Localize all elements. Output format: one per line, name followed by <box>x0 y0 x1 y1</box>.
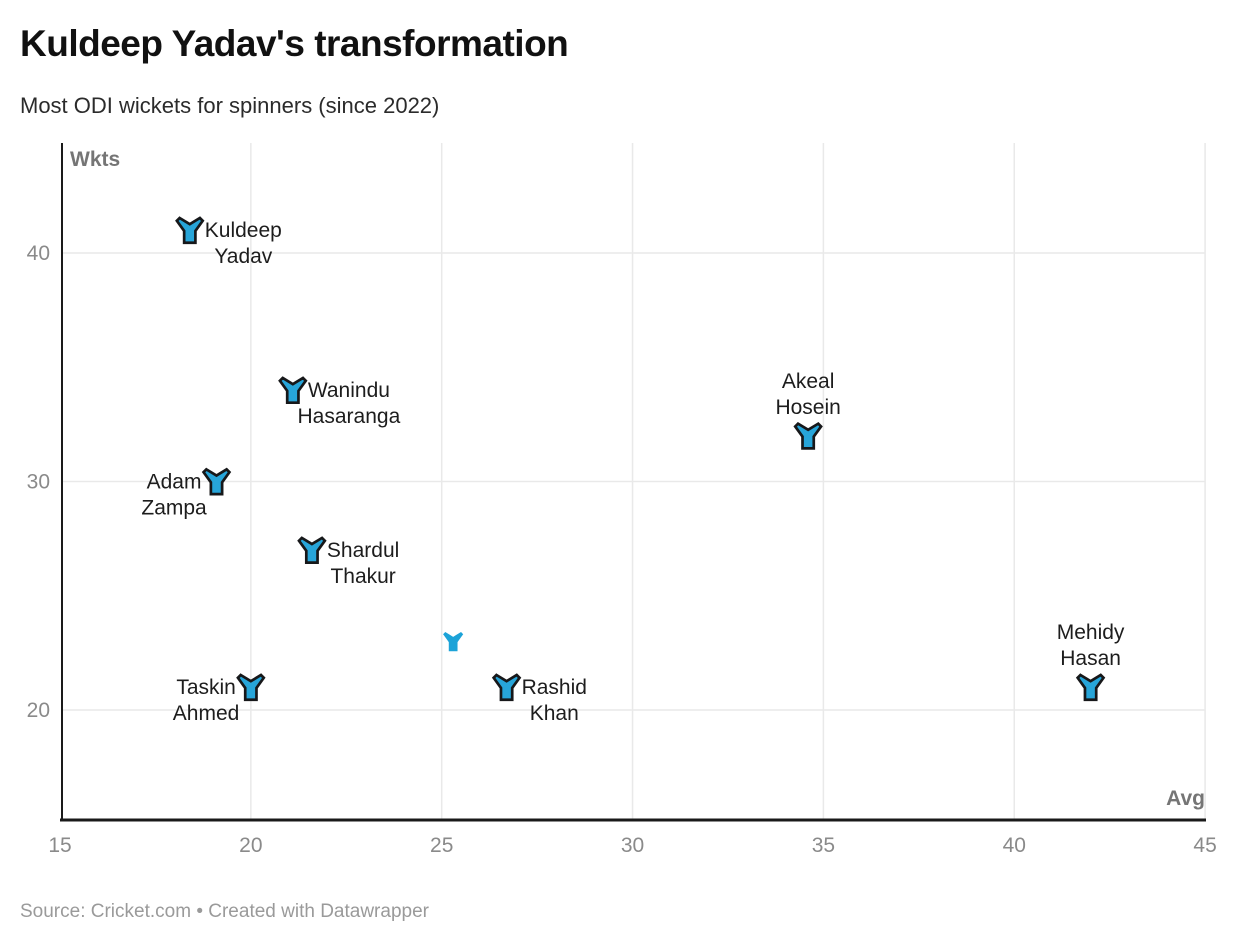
point-label-adam-zampa: Zampa <box>141 497 207 520</box>
point-label-mehidy-hasan: Hasan <box>1060 647 1121 670</box>
point-marker-unlabeled[interactable] <box>443 632 464 652</box>
chart-title: Kuldeep Yadav's transformation <box>20 23 569 64</box>
y-tick-label: 30 <box>27 471 50 494</box>
point-label-akeal-hosein: Hosein <box>775 396 840 419</box>
point-marker-wanindu-hasaranga[interactable] <box>278 376 308 405</box>
point-marker-shardul-thakur[interactable] <box>297 536 327 564</box>
x-tick-label: 15 <box>48 834 71 857</box>
point-label-taskin-ahmed: Taskin <box>176 676 236 699</box>
point-label-rashid-khan: Khan <box>530 702 579 725</box>
point-label-akeal-hosein: Akeal <box>782 370 835 393</box>
x-tick-label: 35 <box>812 834 835 857</box>
source-note: Source: Cricket.com • Created with Dataw… <box>20 901 429 922</box>
point-marker-rashid-khan[interactable] <box>491 673 522 702</box>
scatter-plot: 15 20 25 30 35 40 45 20 30 40 Wkts Avg Kuldeep Yadav W… <box>0 136 1240 880</box>
y-axis-unit-label: Wkts <box>70 148 120 171</box>
point-marker-adam-zampa[interactable] <box>201 467 232 496</box>
point-marker-taskin-ahmed[interactable] <box>236 673 266 702</box>
x-tick-label: 40 <box>1003 834 1026 857</box>
point-label-kuldeep-yadav: Kuldeep <box>205 219 282 242</box>
point-label-wanindu-hasaranga: Hasaranga <box>298 405 401 428</box>
point-marker-kuldeep-yadav[interactable] <box>175 216 205 245</box>
chart-subtitle: Most ODI wickets for spinners (since 202… <box>20 93 440 118</box>
x-axis-unit-label: Avg <box>1166 787 1205 810</box>
point-label-taskin-ahmed: Ahmed <box>173 702 240 725</box>
x-tick-label: 25 <box>430 834 453 857</box>
y-tick-label: 20 <box>27 699 50 722</box>
x-tick-label: 20 <box>239 834 262 857</box>
y-tick-label: 40 <box>27 242 50 265</box>
point-label-shardul-thakur: Thakur <box>330 565 395 588</box>
point-marker-akeal-hosein[interactable] <box>793 421 823 450</box>
scatter-plot-canvas: 15 20 25 30 35 40 45 20 30 40 Wkts Avg Kuldeep Yadav W… <box>27 143 1217 857</box>
point-label-shardul-thakur: Shardul <box>327 539 399 562</box>
x-tick-label: 30 <box>621 834 644 857</box>
point-label-adam-zampa: Adam <box>147 471 202 494</box>
point-label-wanindu-hasaranga: Wanindu <box>308 379 390 402</box>
point-marker-mehidy-hasan[interactable] <box>1075 673 1106 702</box>
point-label-rashid-khan: Rashid <box>522 676 587 699</box>
x-tick-label: 45 <box>1193 834 1216 857</box>
point-label-kuldeep-yadav: Yadav <box>214 245 272 268</box>
point-label-mehidy-hasan: Mehidy <box>1057 621 1125 644</box>
